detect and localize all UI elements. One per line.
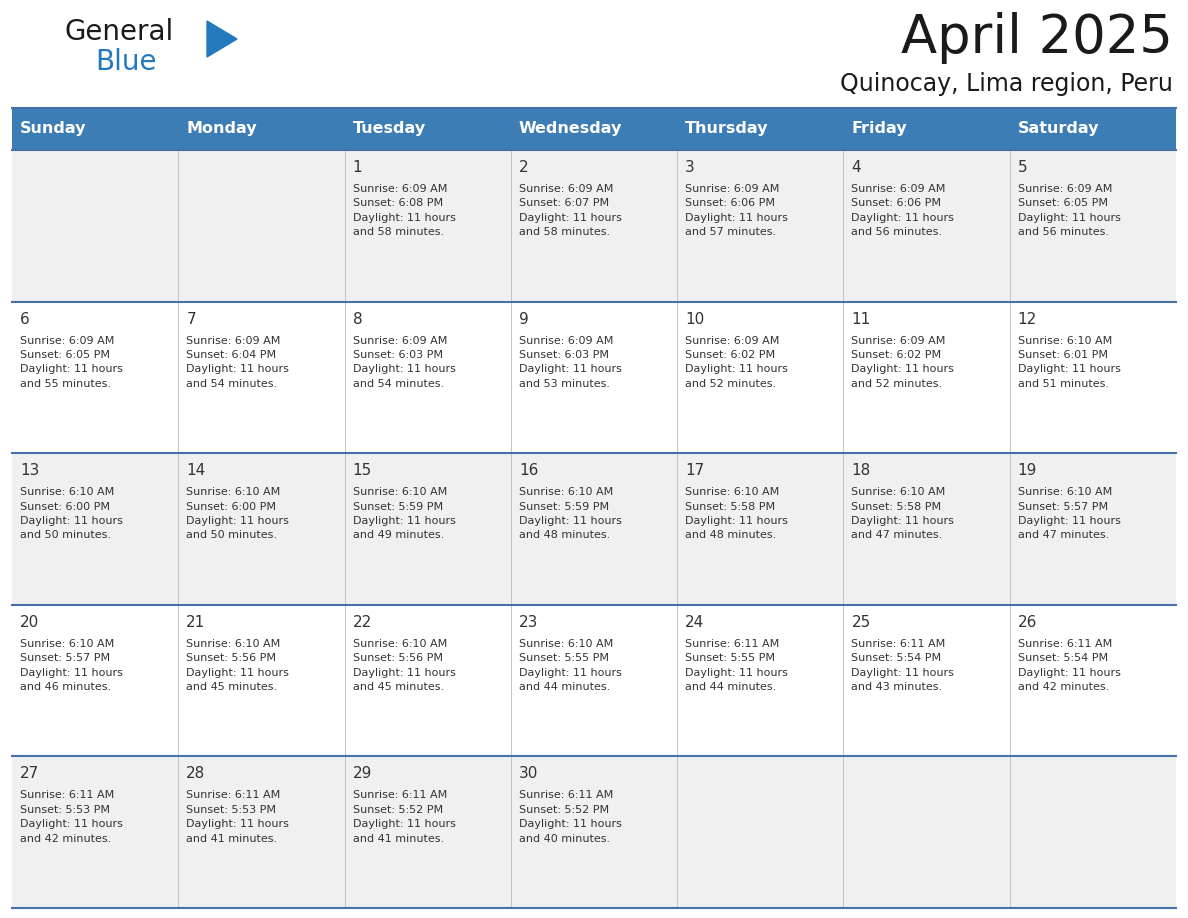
Text: 23: 23: [519, 615, 538, 630]
Text: Sunrise: 6:10 AM
Sunset: 5:58 PM
Daylight: 11 hours
and 48 minutes.: Sunrise: 6:10 AM Sunset: 5:58 PM Dayligh…: [685, 487, 788, 541]
Text: Sunrise: 6:11 AM
Sunset: 5:53 PM
Daylight: 11 hours
and 42 minutes.: Sunrise: 6:11 AM Sunset: 5:53 PM Dayligh…: [20, 790, 122, 844]
Text: Sunrise: 6:09 AM
Sunset: 6:05 PM
Daylight: 11 hours
and 55 minutes.: Sunrise: 6:09 AM Sunset: 6:05 PM Dayligh…: [20, 336, 122, 389]
Text: Sunrise: 6:09 AM
Sunset: 6:06 PM
Daylight: 11 hours
and 56 minutes.: Sunrise: 6:09 AM Sunset: 6:06 PM Dayligh…: [852, 184, 954, 237]
Text: Sunrise: 6:10 AM
Sunset: 5:59 PM
Daylight: 11 hours
and 49 minutes.: Sunrise: 6:10 AM Sunset: 5:59 PM Dayligh…: [353, 487, 455, 541]
Text: 20: 20: [20, 615, 39, 630]
Text: Sunrise: 6:10 AM
Sunset: 5:56 PM
Daylight: 11 hours
and 45 minutes.: Sunrise: 6:10 AM Sunset: 5:56 PM Dayligh…: [187, 639, 289, 692]
Text: Sunrise: 6:11 AM
Sunset: 5:52 PM
Daylight: 11 hours
and 41 minutes.: Sunrise: 6:11 AM Sunset: 5:52 PM Dayligh…: [353, 790, 455, 844]
Text: Sunrise: 6:10 AM
Sunset: 5:59 PM
Daylight: 11 hours
and 48 minutes.: Sunrise: 6:10 AM Sunset: 5:59 PM Dayligh…: [519, 487, 621, 541]
Text: 28: 28: [187, 767, 206, 781]
Text: 25: 25: [852, 615, 871, 630]
Text: Sunrise: 6:11 AM
Sunset: 5:54 PM
Daylight: 11 hours
and 43 minutes.: Sunrise: 6:11 AM Sunset: 5:54 PM Dayligh…: [852, 639, 954, 692]
Text: Sunrise: 6:10 AM
Sunset: 6:01 PM
Daylight: 11 hours
and 51 minutes.: Sunrise: 6:10 AM Sunset: 6:01 PM Dayligh…: [1018, 336, 1120, 389]
Text: Sunrise: 6:10 AM
Sunset: 5:57 PM
Daylight: 11 hours
and 46 minutes.: Sunrise: 6:10 AM Sunset: 5:57 PM Dayligh…: [20, 639, 122, 692]
FancyBboxPatch shape: [12, 453, 1176, 605]
Text: Sunrise: 6:10 AM
Sunset: 6:00 PM
Daylight: 11 hours
and 50 minutes.: Sunrise: 6:10 AM Sunset: 6:00 PM Dayligh…: [20, 487, 122, 541]
Text: Tuesday: Tuesday: [353, 121, 425, 137]
Text: 19: 19: [1018, 464, 1037, 478]
Text: 30: 30: [519, 767, 538, 781]
Text: Monday: Monday: [187, 121, 257, 137]
Text: 16: 16: [519, 464, 538, 478]
Text: Sunrise: 6:09 AM
Sunset: 6:08 PM
Daylight: 11 hours
and 58 minutes.: Sunrise: 6:09 AM Sunset: 6:08 PM Dayligh…: [353, 184, 455, 237]
Text: 10: 10: [685, 311, 704, 327]
Text: 2: 2: [519, 160, 529, 175]
FancyBboxPatch shape: [12, 150, 1176, 302]
Text: 29: 29: [353, 767, 372, 781]
Text: 4: 4: [852, 160, 861, 175]
Text: Blue: Blue: [95, 48, 157, 76]
Text: 17: 17: [685, 464, 704, 478]
Text: 26: 26: [1018, 615, 1037, 630]
Text: 15: 15: [353, 464, 372, 478]
Text: Wednesday: Wednesday: [519, 121, 623, 137]
Text: 9: 9: [519, 311, 529, 327]
Text: 5: 5: [1018, 160, 1028, 175]
Text: 6: 6: [20, 311, 30, 327]
Text: Thursday: Thursday: [685, 121, 769, 137]
Text: Sunrise: 6:09 AM
Sunset: 6:06 PM
Daylight: 11 hours
and 57 minutes.: Sunrise: 6:09 AM Sunset: 6:06 PM Dayligh…: [685, 184, 788, 237]
Text: Sunrise: 6:09 AM
Sunset: 6:05 PM
Daylight: 11 hours
and 56 minutes.: Sunrise: 6:09 AM Sunset: 6:05 PM Dayligh…: [1018, 184, 1120, 237]
Text: Friday: Friday: [852, 121, 908, 137]
FancyBboxPatch shape: [12, 605, 1176, 756]
Text: Sunrise: 6:09 AM
Sunset: 6:03 PM
Daylight: 11 hours
and 53 minutes.: Sunrise: 6:09 AM Sunset: 6:03 PM Dayligh…: [519, 336, 621, 389]
Text: 7: 7: [187, 311, 196, 327]
Text: 1: 1: [353, 160, 362, 175]
Text: Sunrise: 6:09 AM
Sunset: 6:07 PM
Daylight: 11 hours
and 58 minutes.: Sunrise: 6:09 AM Sunset: 6:07 PM Dayligh…: [519, 184, 621, 237]
Text: Sunrise: 6:10 AM
Sunset: 5:55 PM
Daylight: 11 hours
and 44 minutes.: Sunrise: 6:10 AM Sunset: 5:55 PM Dayligh…: [519, 639, 621, 692]
Text: Quinocay, Lima region, Peru: Quinocay, Lima region, Peru: [840, 72, 1173, 96]
FancyBboxPatch shape: [12, 756, 1176, 908]
Text: Sunrise: 6:09 AM
Sunset: 6:02 PM
Daylight: 11 hours
and 52 minutes.: Sunrise: 6:09 AM Sunset: 6:02 PM Dayligh…: [685, 336, 788, 389]
Text: 3: 3: [685, 160, 695, 175]
Text: 8: 8: [353, 311, 362, 327]
Text: Sunrise: 6:10 AM
Sunset: 5:57 PM
Daylight: 11 hours
and 47 minutes.: Sunrise: 6:10 AM Sunset: 5:57 PM Dayligh…: [1018, 487, 1120, 541]
Text: Sunrise: 6:11 AM
Sunset: 5:53 PM
Daylight: 11 hours
and 41 minutes.: Sunrise: 6:11 AM Sunset: 5:53 PM Dayligh…: [187, 790, 289, 844]
Text: Sunrise: 6:09 AM
Sunset: 6:02 PM
Daylight: 11 hours
and 52 minutes.: Sunrise: 6:09 AM Sunset: 6:02 PM Dayligh…: [852, 336, 954, 389]
Text: 21: 21: [187, 615, 206, 630]
Text: 27: 27: [20, 767, 39, 781]
Text: Sunrise: 6:10 AM
Sunset: 6:00 PM
Daylight: 11 hours
and 50 minutes.: Sunrise: 6:10 AM Sunset: 6:00 PM Dayligh…: [187, 487, 289, 541]
FancyBboxPatch shape: [12, 302, 1176, 453]
Text: 24: 24: [685, 615, 704, 630]
Text: 12: 12: [1018, 311, 1037, 327]
Text: 11: 11: [852, 311, 871, 327]
Text: April 2025: April 2025: [902, 12, 1173, 64]
Text: Sunrise: 6:11 AM
Sunset: 5:52 PM
Daylight: 11 hours
and 40 minutes.: Sunrise: 6:11 AM Sunset: 5:52 PM Dayligh…: [519, 790, 621, 844]
Text: Sunday: Sunday: [20, 121, 87, 137]
Text: 14: 14: [187, 464, 206, 478]
Text: Sunrise: 6:11 AM
Sunset: 5:55 PM
Daylight: 11 hours
and 44 minutes.: Sunrise: 6:11 AM Sunset: 5:55 PM Dayligh…: [685, 639, 788, 692]
Polygon shape: [207, 21, 236, 57]
Text: Sunrise: 6:11 AM
Sunset: 5:54 PM
Daylight: 11 hours
and 42 minutes.: Sunrise: 6:11 AM Sunset: 5:54 PM Dayligh…: [1018, 639, 1120, 692]
Text: Sunrise: 6:09 AM
Sunset: 6:04 PM
Daylight: 11 hours
and 54 minutes.: Sunrise: 6:09 AM Sunset: 6:04 PM Dayligh…: [187, 336, 289, 389]
Text: Sunrise: 6:10 AM
Sunset: 5:56 PM
Daylight: 11 hours
and 45 minutes.: Sunrise: 6:10 AM Sunset: 5:56 PM Dayligh…: [353, 639, 455, 692]
Text: Sunrise: 6:10 AM
Sunset: 5:58 PM
Daylight: 11 hours
and 47 minutes.: Sunrise: 6:10 AM Sunset: 5:58 PM Dayligh…: [852, 487, 954, 541]
FancyBboxPatch shape: [12, 108, 1176, 150]
Text: Saturday: Saturday: [1018, 121, 1099, 137]
Text: General: General: [65, 18, 175, 46]
Text: 22: 22: [353, 615, 372, 630]
Text: 18: 18: [852, 464, 871, 478]
Text: 13: 13: [20, 464, 39, 478]
Text: Sunrise: 6:09 AM
Sunset: 6:03 PM
Daylight: 11 hours
and 54 minutes.: Sunrise: 6:09 AM Sunset: 6:03 PM Dayligh…: [353, 336, 455, 389]
